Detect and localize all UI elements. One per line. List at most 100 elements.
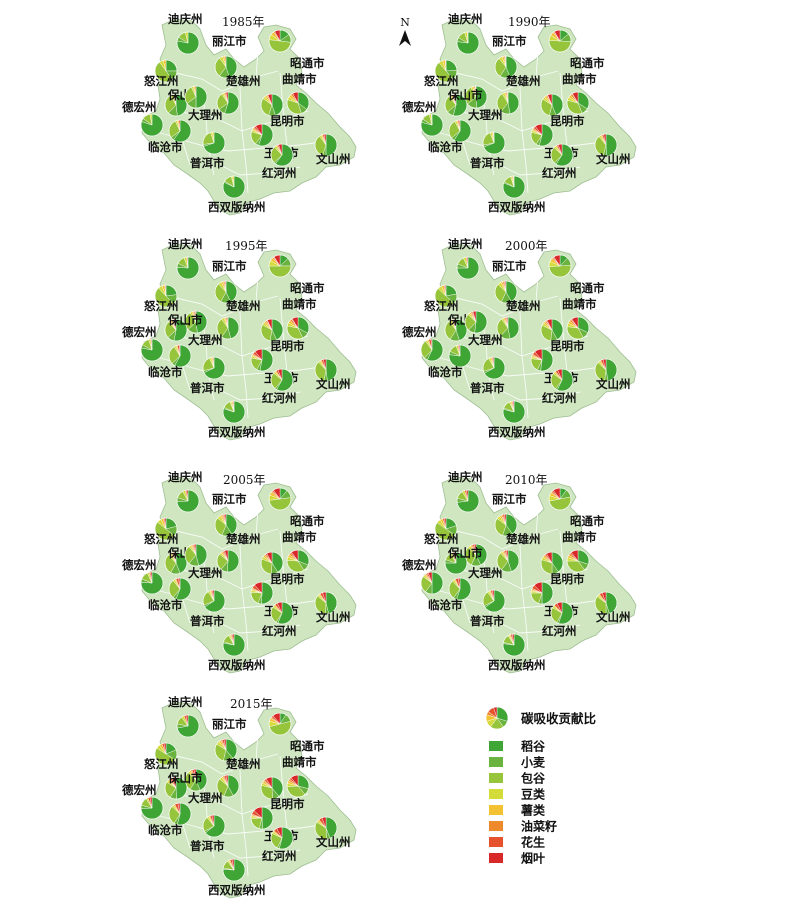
prefecture-boundary	[239, 769, 249, 877]
pie-怒江州	[434, 284, 458, 308]
pie-红河州	[550, 143, 574, 167]
year-label: 2000年	[505, 239, 548, 253]
prefecture-label: 曲靖市	[282, 72, 317, 86]
prefecture-label: 临沧市	[148, 365, 183, 379]
prefecture-label: 临沧市	[428, 598, 463, 612]
prefecture-label: 大理州	[188, 333, 223, 347]
pie-普洱市	[202, 814, 226, 838]
prefecture-boundary	[219, 389, 301, 401]
legend-item: 花生	[521, 835, 545, 850]
north-arrow-icon	[399, 30, 411, 46]
prefecture-boundary	[163, 331, 309, 357]
pie-昭通市	[268, 29, 292, 53]
pie-德宏州	[420, 338, 444, 362]
prefecture-label: 曲靖市	[282, 297, 317, 311]
prefecture-label: 昭通市	[290, 56, 325, 70]
pie-丽江市	[214, 55, 238, 79]
prefecture-boundary	[279, 530, 289, 614]
prefecture-label: 西双版纳州	[208, 425, 266, 439]
pie-曲靖市	[286, 91, 310, 115]
prefecture-label: 德宏州	[121, 558, 157, 572]
prefecture-label: 文山州	[596, 610, 631, 624]
year-label: 2010年	[505, 473, 548, 487]
prefecture-boundary	[219, 164, 301, 176]
pie-保山市	[164, 93, 188, 117]
prefecture-label: 怒江州	[424, 299, 459, 313]
pie-昆明市	[540, 551, 564, 575]
pie-西双版纳州	[222, 633, 246, 657]
pie-楚雄州	[216, 549, 240, 573]
prefecture-label: 文山州	[316, 152, 351, 166]
pie-保山市	[444, 93, 468, 117]
pie-怒江州	[154, 284, 178, 308]
prefecture-label: 昆明市	[270, 114, 305, 128]
prefecture-label: 西双版纳州	[208, 200, 266, 214]
pie-楚雄州	[496, 91, 520, 115]
pie-迪庆州	[176, 489, 200, 513]
prefecture-boundary	[255, 50, 259, 78]
prefecture-label: 普洱市	[470, 381, 505, 395]
pie-临沧市	[168, 119, 192, 143]
pie-丽江市	[494, 280, 518, 304]
prefecture-label: 楚雄州	[225, 74, 261, 88]
prefecture-label: 红河州	[262, 391, 297, 405]
prefecture-label: 丽江市	[212, 34, 247, 48]
prefecture-label: 昭通市	[570, 56, 605, 70]
pie-曲靖市	[566, 549, 590, 573]
pie-文山州	[314, 816, 338, 840]
prefecture-label: 大理州	[188, 791, 223, 805]
legend-swatch	[489, 773, 503, 783]
prefecture-label: 迪庆州	[168, 695, 203, 709]
pie-曲靖市	[286, 774, 310, 798]
prefecture-label: 文山州	[316, 835, 351, 849]
prefecture-label: 曲靖市	[562, 530, 597, 544]
prefecture-label: 楚雄州	[505, 74, 541, 88]
pie-德宏州	[420, 571, 444, 595]
pie-迪庆州	[176, 714, 200, 738]
pie-怒江州	[154, 59, 178, 83]
pie-红河州	[550, 368, 574, 392]
pie-昆明市	[540, 93, 564, 117]
prefecture-boundary	[279, 755, 289, 839]
prefecture-label: 昭通市	[570, 281, 605, 295]
prefecture-boundary	[175, 295, 279, 317]
pie-红河州	[270, 601, 294, 625]
prefecture-label: 西双版纳州	[208, 658, 266, 672]
pie-楚雄州	[216, 774, 240, 798]
pie-昆明市	[260, 318, 284, 342]
prefecture-boundary	[443, 331, 589, 357]
pie-大理州	[464, 85, 488, 109]
pie-丽江市	[214, 280, 238, 304]
legend-swatch	[489, 821, 503, 831]
prefecture-boundary	[175, 753, 279, 775]
north-label: N	[400, 16, 410, 29]
prefecture-label: 大理州	[188, 566, 223, 580]
prefecture-label: 迪庆州	[168, 12, 203, 26]
prefecture-label: 丽江市	[492, 259, 527, 273]
prefecture-label: 德宏州	[121, 783, 157, 797]
prefecture-label: 红河州	[262, 624, 297, 638]
pie-德宏州	[140, 338, 164, 362]
prefecture-label: 昆明市	[550, 339, 585, 353]
pie-保山市	[164, 551, 188, 575]
prefecture-boundary	[239, 311, 249, 419]
legend-title: 碳吸收贡献比	[521, 711, 597, 726]
pie-文山州	[594, 591, 618, 615]
pie-保山市	[444, 318, 468, 342]
prefecture-label: 文山州	[316, 610, 351, 624]
prefecture-label: 临沧市	[428, 140, 463, 154]
pie-保山市	[444, 551, 468, 575]
prefecture-label: 西双版纳州	[488, 425, 546, 439]
prefecture-label: 楚雄州	[225, 757, 261, 771]
legend-item: 薯类	[520, 803, 546, 818]
prefecture-boundary	[163, 564, 309, 590]
prefecture-label: 丽江市	[212, 259, 247, 273]
pie-西双版纳州	[502, 175, 526, 199]
pie-大理州	[464, 310, 488, 334]
prefecture-label: 普洱市	[470, 156, 505, 170]
province-outline	[421, 476, 637, 674]
prefecture-boundary	[219, 847, 301, 859]
pie-普洱市	[482, 589, 506, 613]
